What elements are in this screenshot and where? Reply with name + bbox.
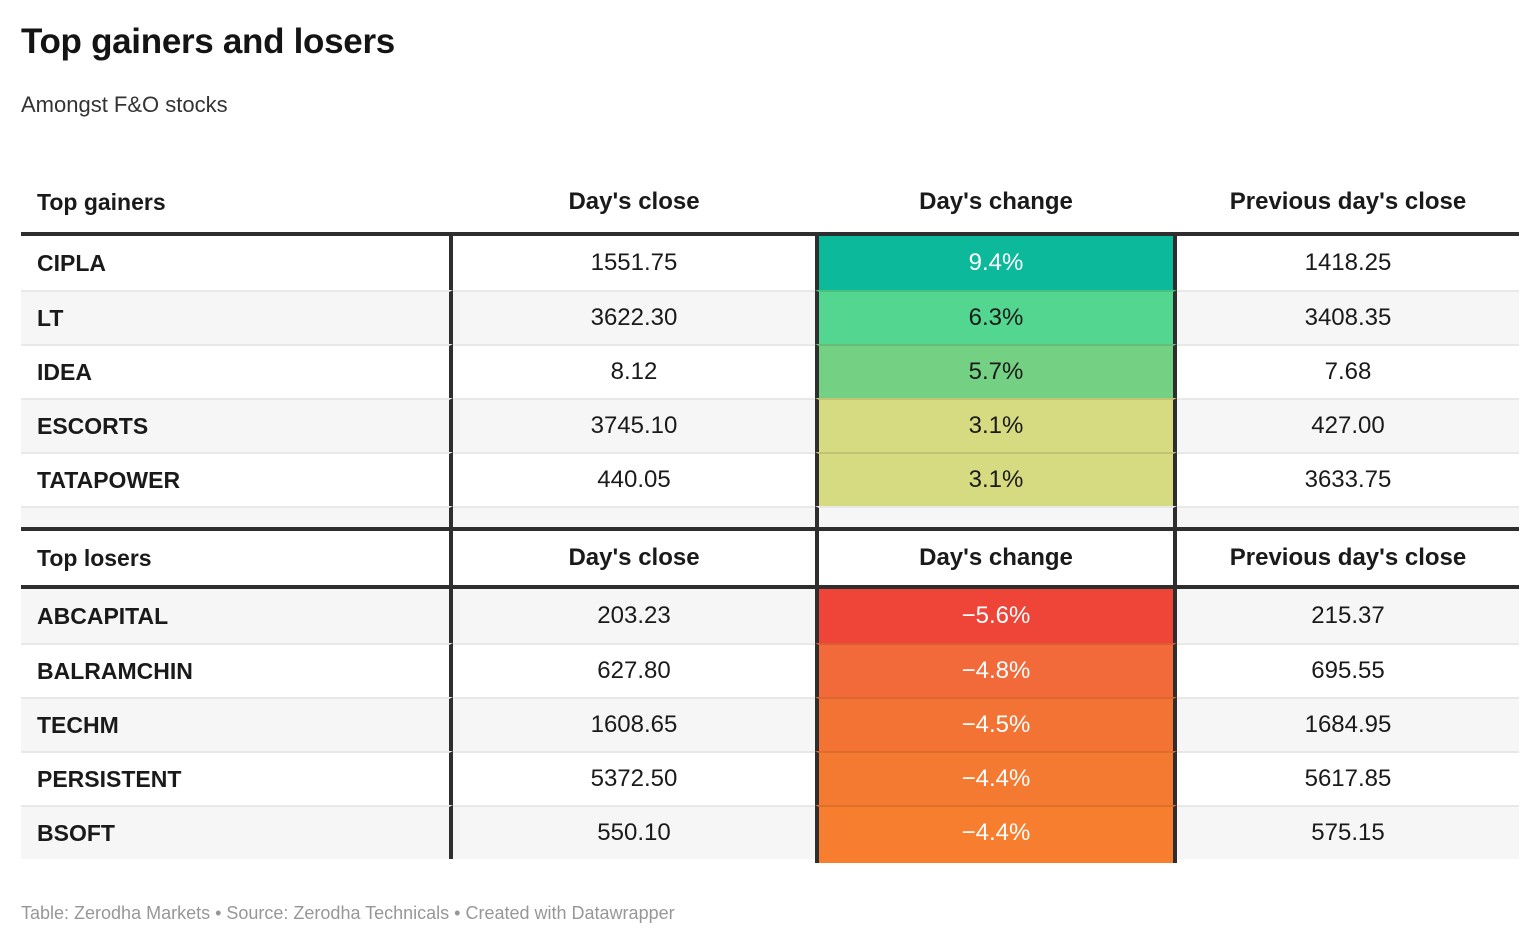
gainers-header-prev: Previous day's close xyxy=(1177,172,1519,232)
change-column-bleed xyxy=(815,859,1177,863)
prev-close-cell: 427.00 xyxy=(1177,398,1519,452)
table-row: PERSISTENT 5372.50 −4.4% 5617.85 xyxy=(21,751,1519,805)
table-row: IDEA 8.12 5.7% 7.68 xyxy=(21,344,1519,398)
days-change-cell: −5.6% xyxy=(815,589,1177,643)
table-row: BALRAMCHIN 627.80 −4.8% 695.55 xyxy=(21,643,1519,697)
spacer-cell xyxy=(453,506,815,527)
stock-name-cell: TECHM xyxy=(21,697,453,751)
spacer-cell xyxy=(1177,506,1519,527)
days-close-cell: 627.80 xyxy=(453,643,815,697)
prev-close-cell: 1418.25 xyxy=(1177,236,1519,290)
page-title: Top gainers and losers xyxy=(21,22,395,61)
table-row: TATAPOWER 440.05 3.1% 3633.75 xyxy=(21,452,1519,506)
days-close-cell: 440.05 xyxy=(453,452,815,506)
losers-header-prev: Previous day's close xyxy=(1177,531,1519,585)
header-rule xyxy=(21,527,1519,531)
days-change-cell: 9.4% xyxy=(815,236,1177,290)
days-close-cell: 3622.30 xyxy=(453,290,815,344)
attribution-footer: Table: Zerodha Markets • Source: Zerodha… xyxy=(21,903,675,923)
gainers-header-name: Top gainers xyxy=(21,172,453,232)
prev-close-cell: 575.15 xyxy=(1177,805,1519,859)
days-change-cell: 6.3% xyxy=(815,290,1177,344)
prev-close-cell: 695.55 xyxy=(1177,643,1519,697)
prev-close-cell: 3408.35 xyxy=(1177,290,1519,344)
bleed-cell xyxy=(21,859,453,863)
table-row: CIPLA 1551.75 9.4% 1418.25 xyxy=(21,236,1519,290)
stock-name-cell: LT xyxy=(21,290,453,344)
stock-name-cell: ESCORTS xyxy=(21,398,453,452)
losers-header-close: Day's close xyxy=(453,531,815,585)
chart-page: Top gainers and losers Amongst F&O stock… xyxy=(21,22,1519,923)
losers-header-change: Day's change xyxy=(815,531,1177,585)
losers-header-row: Top losers Day's close Day's change Prev… xyxy=(21,531,1519,585)
table-row: LT 3622.30 6.3% 3408.35 xyxy=(21,290,1519,344)
prev-close-cell: 1684.95 xyxy=(1177,697,1519,751)
days-change-cell: 3.1% xyxy=(815,452,1177,506)
prev-close-cell: 3633.75 xyxy=(1177,452,1519,506)
table-row: TECHM 1608.65 −4.5% 1684.95 xyxy=(21,697,1519,751)
stock-name-cell: ABCAPITAL xyxy=(21,589,453,643)
days-close-cell: 1608.65 xyxy=(453,697,815,751)
table-row: ESCORTS 3745.10 3.1% 427.00 xyxy=(21,398,1519,452)
table-row: ABCAPITAL 203.23 −5.6% 215.37 xyxy=(21,589,1519,643)
stock-name-cell: BALRAMCHIN xyxy=(21,643,453,697)
days-close-cell: 203.23 xyxy=(453,589,815,643)
losers-rows: ABCAPITAL 203.23 −5.6% 215.37 BALRAMCHIN 627.… xyxy=(21,589,1519,859)
bleed-cell xyxy=(453,859,815,863)
days-close-cell: 5372.50 xyxy=(453,751,815,805)
days-change-cell: −4.4% xyxy=(815,751,1177,805)
stock-name-cell: BSOFT xyxy=(21,805,453,859)
gainers-header-row: Top gainers Day's close Day's change Pre… xyxy=(21,172,1519,232)
prev-close-cell: 5617.85 xyxy=(1177,751,1519,805)
spacer-cell xyxy=(21,506,453,527)
days-change-cell: 3.1% xyxy=(815,398,1177,452)
gainers-header-close: Day's close xyxy=(453,172,815,232)
stock-name-cell: PERSISTENT xyxy=(21,751,453,805)
days-close-cell: 1551.75 xyxy=(453,236,815,290)
stock-name-cell: TATAPOWER xyxy=(21,452,453,506)
table-row: BSOFT 550.10 −4.4% 575.15 xyxy=(21,805,1519,859)
gainers-losers-table: Top gainers Day's close Day's change Pre… xyxy=(21,172,1519,863)
header-rule xyxy=(21,232,1519,236)
page-subtitle: Amongst F&O stocks xyxy=(21,92,228,117)
days-change-cell: −4.8% xyxy=(815,643,1177,697)
days-close-cell: 550.10 xyxy=(453,805,815,859)
spacer-cell xyxy=(815,506,1177,527)
days-close-cell: 3745.10 xyxy=(453,398,815,452)
days-change-cell: 5.7% xyxy=(815,344,1177,398)
gainers-rows: CIPLA 1551.75 9.4% 1418.25 LT 3622.30 6.3% 3408… xyxy=(21,236,1519,506)
losers-header-name: Top losers xyxy=(21,531,453,585)
prev-close-cell: 215.37 xyxy=(1177,589,1519,643)
change-column-bleed-row xyxy=(21,859,1519,863)
gainers-header-change: Day's change xyxy=(815,172,1177,232)
days-change-cell: −4.5% xyxy=(815,697,1177,751)
days-change-cell: −4.4% xyxy=(815,805,1177,859)
bleed-cell xyxy=(1177,859,1519,863)
prev-close-cell: 7.68 xyxy=(1177,344,1519,398)
table-spacer-row xyxy=(21,506,1519,527)
stock-name-cell: IDEA xyxy=(21,344,453,398)
header-rule xyxy=(21,585,1519,589)
stock-name-cell: CIPLA xyxy=(21,236,453,290)
days-close-cell: 8.12 xyxy=(453,344,815,398)
